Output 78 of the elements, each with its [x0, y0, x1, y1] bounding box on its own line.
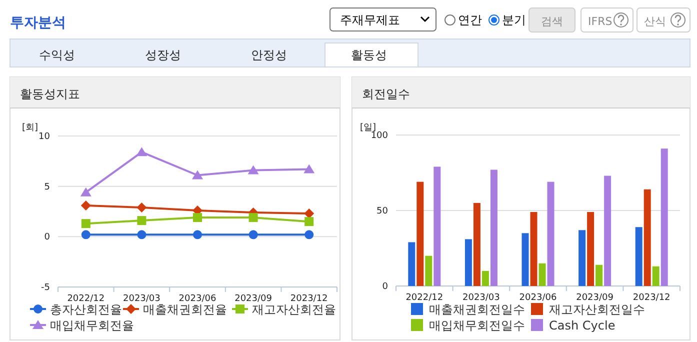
legend-label: 매출채권회전율	[143, 302, 227, 316]
y-tick-label: -5	[41, 283, 50, 293]
bar	[425, 256, 432, 286]
bar	[604, 176, 612, 286]
x-tick-label: 2023/03	[123, 294, 160, 304]
point	[304, 208, 314, 219]
chart-title: 활동성지표	[20, 87, 80, 101]
point	[248, 213, 258, 222]
bar	[635, 227, 642, 286]
point	[137, 216, 146, 226]
point	[304, 217, 314, 226]
y-tick-label: 5	[44, 182, 50, 192]
point	[248, 230, 258, 240]
point	[136, 147, 148, 156]
point	[248, 165, 259, 174]
point	[192, 170, 203, 180]
bar	[416, 182, 424, 286]
x-tick-label: 2023/03	[462, 293, 500, 303]
text: 투자분석	[10, 15, 66, 31]
point	[193, 213, 202, 222]
x-tick-label: 2023/12	[632, 293, 670, 303]
bar	[596, 264, 603, 286]
point	[304, 230, 314, 240]
bar	[547, 182, 554, 286]
point	[80, 187, 92, 196]
y-tick-label: 100	[370, 131, 388, 141]
x-tick-label: 2023/12	[290, 294, 328, 304]
chart-title: 회전일수	[362, 87, 410, 101]
point	[136, 202, 147, 212]
bar	[587, 212, 594, 286]
legend-label: 재고자산회전율	[252, 302, 336, 316]
bar	[482, 270, 489, 286]
text: 활동성	[351, 48, 387, 62]
bar	[530, 212, 538, 286]
bar	[652, 266, 660, 286]
text: 검색	[541, 15, 563, 28]
x-tick-label: 2023/09	[234, 294, 272, 304]
bar	[464, 239, 472, 286]
y-axis-title: [회]	[22, 123, 38, 133]
bar	[538, 263, 546, 286]
legend-label: 매입채무회전율	[50, 318, 134, 332]
legend-label: 재고자산회전일수	[549, 302, 645, 316]
y-tick-label: 10	[38, 132, 50, 142]
bar	[522, 233, 529, 286]
text: 성장성	[145, 48, 181, 62]
y-axis-title: [일]	[360, 123, 376, 133]
x-tick-label: 2023/09	[576, 293, 614, 303]
text: 수익성	[39, 48, 75, 62]
text: 분기	[502, 13, 526, 27]
x-tick-label: 2023/06	[178, 294, 216, 304]
point	[137, 230, 146, 240]
y-tick-label: 0	[382, 282, 388, 292]
bar	[408, 242, 416, 286]
x-tick-label: 2022/12	[406, 293, 444, 303]
bar	[473, 202, 480, 286]
bar	[434, 166, 441, 286]
point	[81, 219, 90, 228]
point	[81, 230, 90, 240]
y-tick-label: 50	[376, 206, 388, 216]
point	[193, 230, 202, 240]
legend-label: Cash Cycle	[549, 318, 616, 332]
x-tick-label: 2023/06	[519, 293, 557, 303]
y-tick-label: 0	[44, 232, 50, 243]
bar	[644, 189, 651, 286]
bar	[490, 170, 498, 286]
legend-label: 매출채권회전일수	[429, 302, 525, 316]
legend-label: 총자산회전율	[50, 302, 122, 316]
x-tick-label: 2022/12	[67, 294, 105, 304]
text: 연간	[458, 13, 482, 27]
text: 안정성	[251, 48, 287, 62]
text: IFRS	[588, 15, 612, 28]
legend-label: 매입채무회전일수	[429, 318, 525, 332]
text: 주재무제표	[340, 13, 400, 27]
bar	[578, 230, 586, 286]
text: 산식	[644, 15, 666, 28]
point	[80, 200, 91, 210]
bar	[660, 148, 668, 286]
point	[304, 164, 315, 174]
